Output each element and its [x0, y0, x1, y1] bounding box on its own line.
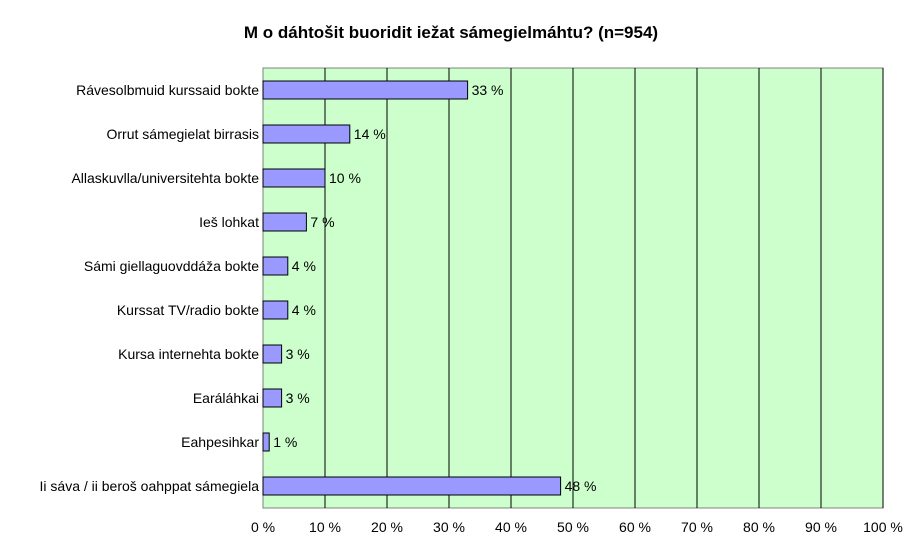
- category-label: Eahpesihkar: [181, 434, 259, 450]
- data-label: 48 %: [565, 478, 597, 494]
- x-tick-label: 20 %: [371, 519, 403, 535]
- bar: [262, 432, 270, 452]
- x-tick-labels: 0 % 10 % 20 % 30 % 40 % 50 % 60 % 70 % 80 % 90 % 1…: [251, 519, 903, 535]
- bar: [262, 80, 469, 100]
- category-label: Kursa internehta bokte: [118, 346, 259, 362]
- x-tick-label: 60 %: [619, 519, 651, 535]
- category-label: Rávesolbmuid kurssaid bokte: [76, 82, 259, 98]
- x-tick-label: 40 %: [495, 519, 527, 535]
- category-labels: Rávesolbmuid kurssaid bokte Orrut sámegie…: [40, 82, 260, 494]
- category-label: Orrut sámegielat birrasis: [107, 126, 260, 142]
- data-label: 1 %: [273, 434, 297, 450]
- x-tick-label: 70 %: [681, 519, 713, 535]
- category-label: Ii sáva / ii beroš oahppat sámegiela: [40, 478, 260, 494]
- category-label: Sámi giellaguovddáža bokte: [84, 258, 259, 274]
- category-label: Ieš lohkat: [199, 214, 259, 230]
- bar: [262, 212, 307, 232]
- x-tick-label: 80 %: [743, 519, 775, 535]
- category-label: Allaskuvlla/universitehta bokte: [71, 170, 259, 186]
- bar: [262, 476, 562, 496]
- x-tick-label: 0 %: [251, 519, 275, 535]
- data-labels: 33 % 14 % 10 % 7 % 4 % 4 % 3 % 3 % 1 % 48 %: [273, 82, 596, 494]
- bars: [262, 80, 562, 496]
- x-tick-label: 90 %: [805, 519, 837, 535]
- data-label: 3 %: [286, 346, 310, 362]
- bar: [262, 168, 326, 188]
- category-label: Earáláhkai: [193, 390, 259, 406]
- data-label: 10 %: [329, 170, 361, 186]
- data-label: 4 %: [292, 258, 316, 274]
- data-label: 14 %: [354, 126, 386, 142]
- chart-title: M o dáhtošit buoridit iežat sámegielmáht…: [244, 23, 658, 42]
- data-label: 3 %: [286, 390, 310, 406]
- data-label: 7 %: [310, 214, 334, 230]
- x-tick-label: 100 %: [863, 519, 903, 535]
- data-label: 33 %: [472, 82, 504, 98]
- bar: [262, 300, 289, 320]
- bar: [262, 124, 351, 144]
- bar: [262, 388, 283, 408]
- x-tick-label: 10 %: [309, 519, 341, 535]
- category-label: Kurssat TV/radio bokte: [117, 302, 259, 318]
- x-tick-label: 30 %: [433, 519, 465, 535]
- bar: [262, 256, 289, 276]
- bar: [262, 344, 283, 364]
- x-tick-label: 50 %: [557, 519, 589, 535]
- data-label: 4 %: [292, 302, 316, 318]
